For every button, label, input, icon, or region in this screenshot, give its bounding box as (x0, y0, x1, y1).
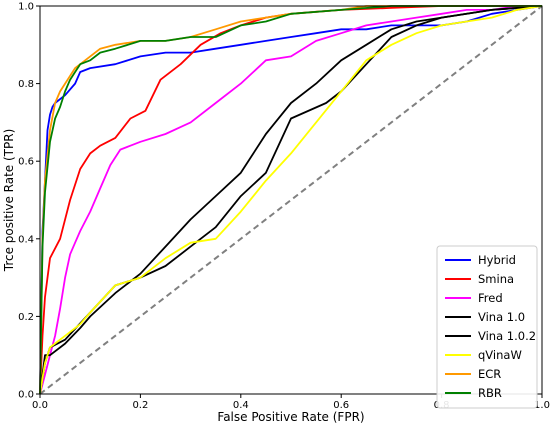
legend-label-ecr: ECR (478, 367, 501, 381)
y-tick-label: 0.0 (18, 390, 34, 401)
legend-box (436, 245, 538, 409)
series-line-vina-1-0-2 (39, 5, 543, 395)
legend-label-qvinaw: qVinaW (478, 348, 522, 362)
series-line-ecr (39, 5, 542, 395)
legend: Hybrid Smina Fred Vina 1.0 Vina 1.0.2 qVinaW E… (436, 245, 538, 409)
x-tick-label: 1.0 (534, 400, 550, 411)
ticks-layer: 0.00.20.40.60.81.00.00.20.40.60.81.0 (18, 2, 550, 412)
legend-label-fred: Fred (478, 291, 503, 305)
series-line-fred (39, 5, 542, 395)
x-tick-label: 0.6 (333, 400, 349, 411)
x-tick-label: 0.4 (233, 400, 249, 411)
legend-label-vina-1-0-2: Vina 1.0.2 (478, 329, 536, 343)
x-tick-label: 0.0 (32, 400, 48, 411)
y-tick-label: 0.6 (18, 157, 34, 168)
legend-label-hybrid: Hybrid (478, 253, 516, 267)
plot-frame (39, 5, 543, 395)
x-tick-label: 0.2 (132, 400, 148, 411)
reference-layer (39, 5, 543, 395)
legend-label-smina: Smina (478, 272, 514, 286)
y-tick-label: 0.4 (18, 234, 34, 245)
series-line-qvinaw (39, 5, 543, 395)
diagonal-reference-line (39, 5, 543, 395)
y-tick-label: 0.8 (18, 79, 34, 90)
series-layer (39, 5, 543, 395)
x-axis-label: False Positive Rate (FPR) (217, 410, 364, 424)
legend-label-vina-1-0: Vina 1.0 (478, 310, 525, 324)
series-line-hybrid (39, 5, 543, 395)
y-tick-label: 0.2 (18, 312, 34, 323)
y-tick-label: 1.0 (18, 2, 34, 13)
legend-label-rbr: RBR (478, 386, 502, 400)
y-axis-label: Trce positive Rate (TPR) (2, 129, 16, 273)
series-line-rbr (39, 5, 542, 395)
series-line-vina-1-0 (39, 5, 543, 395)
